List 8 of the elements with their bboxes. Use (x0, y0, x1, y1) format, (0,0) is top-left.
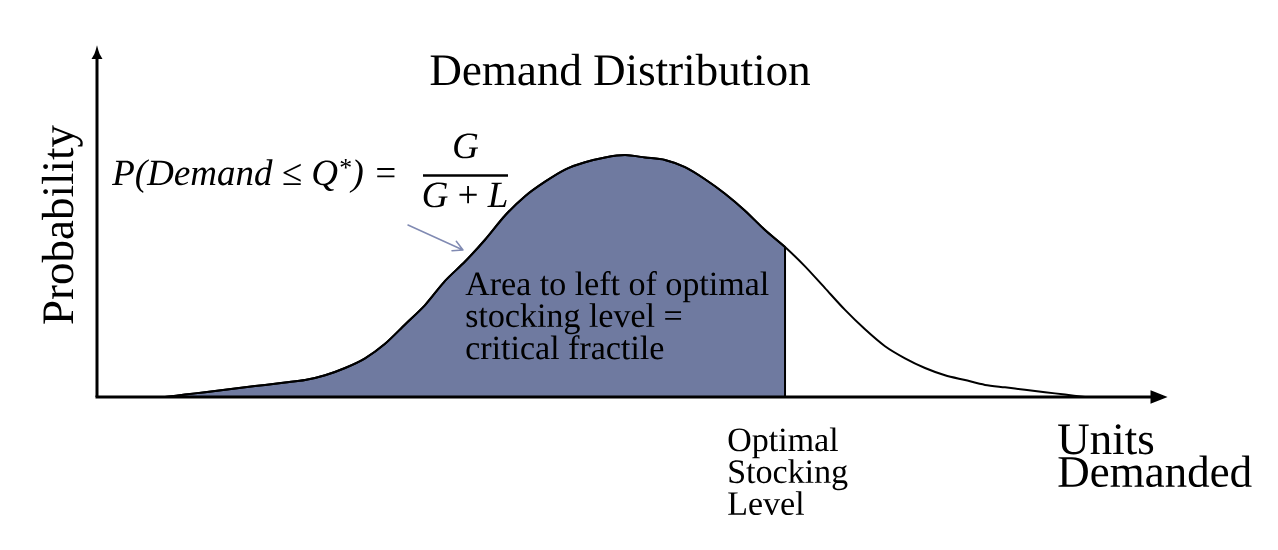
annotation: G + L (423, 182, 507, 208)
annotation: G (454, 133, 479, 159)
text: Optimal Stocking Level (728, 427, 848, 516)
annotation: Area to left of optimal stocking level = critical fractile (465, 271, 769, 360)
x-axis-title: Units Demanded (1058, 424, 1252, 488)
y-axis-title: Probability (41, 125, 83, 324)
annotation: P(Demand ≤ Q$^{*}$) = (112, 159, 395, 193)
chart-title: Demand Distribution (430, 53, 810, 86)
